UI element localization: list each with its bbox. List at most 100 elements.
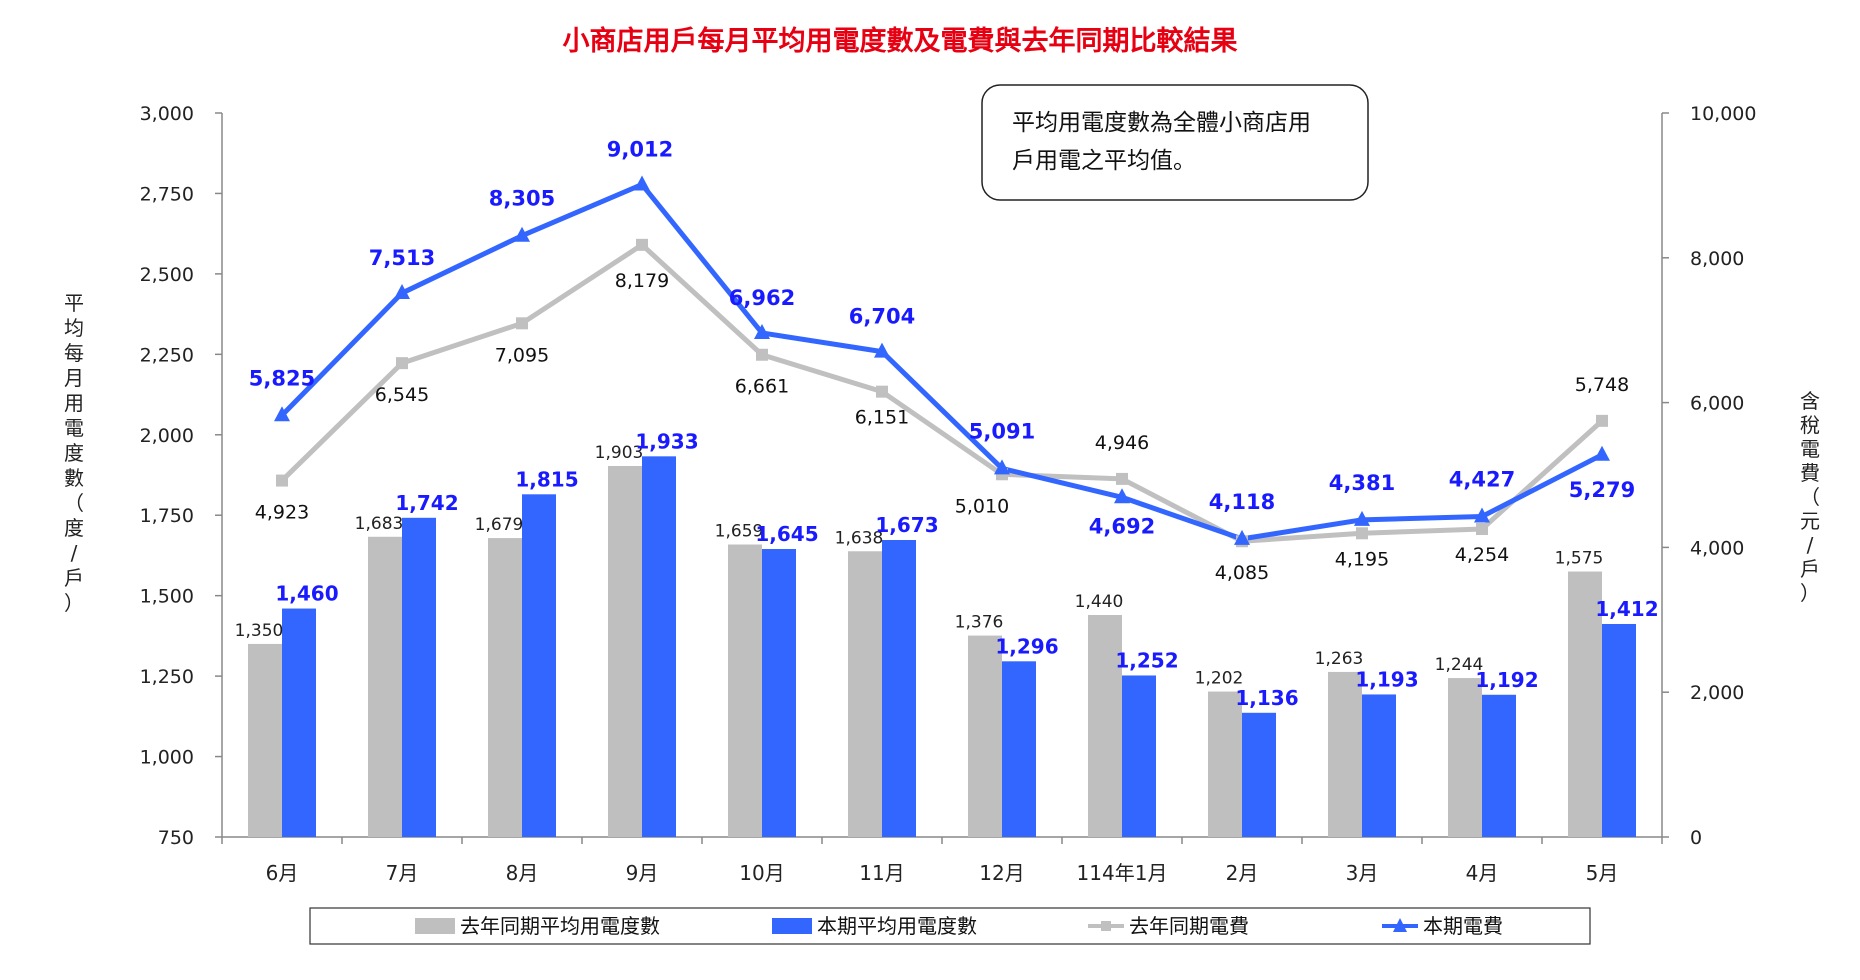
line-prev-label: 4,085	[1215, 562, 1269, 584]
legend-box	[309, 907, 1591, 945]
bar-current-label: 1,933	[635, 429, 698, 453]
left-tick-label: 2,500	[140, 264, 194, 286]
line-current-label: 8,305	[489, 187, 555, 211]
line-current-label: 9,012	[607, 138, 673, 162]
marker-current-fee	[1234, 529, 1250, 545]
x-category-label: 12月	[979, 861, 1024, 885]
x-category-label: 2月	[1226, 861, 1259, 885]
bar-prev-label: 1,376	[955, 613, 1004, 633]
bar-current-kwh	[1482, 694, 1516, 837]
x-category-label: 8月	[506, 861, 539, 885]
bar-current-kwh	[402, 517, 436, 837]
bar-current-kwh	[1002, 661, 1036, 837]
bar-current-kwh	[1602, 623, 1636, 837]
bar-current-kwh	[1122, 675, 1156, 837]
marker-current-fee	[1114, 488, 1130, 504]
bar-current-kwh	[1362, 694, 1396, 837]
marker-current-fee	[1594, 445, 1610, 461]
left-tick-label: 3,000	[140, 103, 194, 125]
x-category-label: 4月	[1466, 861, 1499, 885]
line-current-fee	[280, 182, 1604, 542]
bar-current-kwh	[282, 608, 316, 837]
x-category-label: 5月	[1586, 861, 1619, 885]
note-text-line: 戶用電之平均值。	[1012, 148, 1196, 174]
line-prev-label: 6,151	[855, 407, 909, 429]
bar-prev-label: 1,350	[235, 621, 284, 641]
note-text-line: 平均用電度數為全體小商店用	[1012, 110, 1311, 136]
chart-title: 小商店用戶每月平均用電度數及電費與去年同期比較結果	[563, 25, 1238, 57]
left-tick-label: 2,250	[140, 344, 194, 366]
left-axis-title: 平均每月用電度數（度/戶）	[64, 291, 84, 615]
right-tick-label: 2,000	[1690, 682, 1744, 704]
marker-prev-fee	[876, 385, 888, 398]
bar-current-label: 1,193	[1355, 667, 1418, 691]
x-category-label: 7月	[386, 861, 419, 885]
line-current-label: 4,692	[1089, 514, 1155, 538]
bar-current-label: 1,192	[1475, 668, 1538, 692]
marker-prev-fee	[1116, 472, 1128, 485]
legend-marker-prev-fee	[1101, 921, 1111, 931]
left-tick-label: 1,250	[140, 666, 194, 688]
bar-prev-kwh	[1568, 571, 1602, 837]
x-category-label: 3月	[1346, 861, 1379, 885]
left-tick-label: 1,750	[140, 505, 194, 527]
left-tick-label: 1,500	[140, 586, 194, 608]
bar-current-label: 1,296	[995, 634, 1058, 658]
legend-swatch-current-kwh	[772, 918, 812, 934]
bar-prev-label: 1,575	[1555, 549, 1604, 569]
bar-current-label: 1,460	[275, 582, 338, 606]
right-tick-label: 0	[1690, 827, 1702, 849]
line-current-label: 5,825	[249, 366, 315, 390]
marker-prev-fee	[1476, 523, 1488, 536]
marker-prev-fee	[516, 317, 528, 330]
bar-prev-kwh	[1208, 691, 1242, 837]
marker-current-fee	[394, 284, 410, 300]
marker-prev-fee	[756, 348, 768, 361]
bar-current-kwh	[882, 539, 916, 837]
x-category-label: 9月	[626, 861, 659, 885]
line-prev-label: 5,748	[1575, 374, 1629, 396]
right-tick-label: 8,000	[1690, 248, 1744, 270]
x-category-label: 10月	[739, 861, 784, 885]
legend-swatch-prev-kwh	[415, 918, 455, 934]
right-axis-title: 含稅電費（元/戶）	[1800, 389, 1820, 605]
bar-prev-label: 1,638	[835, 528, 884, 548]
bar-current-kwh	[1242, 712, 1276, 837]
legend-label-prev-fee: 去年同期電費	[1129, 914, 1249, 938]
bar-current-label: 1,136	[1235, 686, 1298, 710]
right-tick-label: 6,000	[1690, 393, 1744, 415]
legend-label-current-kwh: 本期平均用電度數	[817, 914, 977, 938]
line-prev-label: 6,545	[375, 384, 429, 406]
x-category-label: 114年1月	[1077, 861, 1168, 885]
bar-prev-label: 1,263	[1315, 649, 1364, 669]
bar-prev-kwh	[488, 538, 522, 837]
marker-current-fee	[634, 175, 650, 191]
marker-prev-fee	[276, 474, 288, 487]
bar-current-label: 1,645	[755, 522, 818, 546]
line-prev-label: 5,010	[955, 495, 1009, 517]
bar-prev-kwh	[728, 544, 762, 837]
x-category-label: 11月	[859, 861, 904, 885]
line-prev-label: 4,195	[1335, 548, 1389, 570]
marker-current-fee	[1474, 507, 1490, 523]
bar-current-label: 1,742	[395, 491, 458, 515]
bar-prev-label: 1,202	[1195, 669, 1244, 689]
bar-current-label: 1,412	[1595, 597, 1658, 621]
line-current-label: 7,513	[369, 246, 435, 270]
marker-current-fee	[1354, 510, 1370, 526]
line-current-label: 4,427	[1449, 467, 1515, 491]
line-prev-label: 4,254	[1455, 544, 1509, 566]
left-tick-label: 2,000	[140, 425, 194, 447]
marker-current-fee	[994, 459, 1010, 475]
marker-prev-fee	[636, 238, 648, 251]
bar-prev-label: 1,440	[1075, 592, 1124, 612]
legend-label-prev-kwh: 去年同期平均用電度數	[460, 914, 660, 938]
bar-prev-kwh	[848, 551, 882, 837]
bar-prev-kwh	[968, 635, 1002, 837]
bar-current-label: 1,252	[1115, 648, 1178, 672]
line-prev-label: 6,661	[735, 376, 789, 398]
bar-prev-kwh	[1448, 678, 1482, 837]
bar-current-label: 1,673	[875, 513, 938, 537]
line-current-label: 6,962	[729, 286, 795, 310]
